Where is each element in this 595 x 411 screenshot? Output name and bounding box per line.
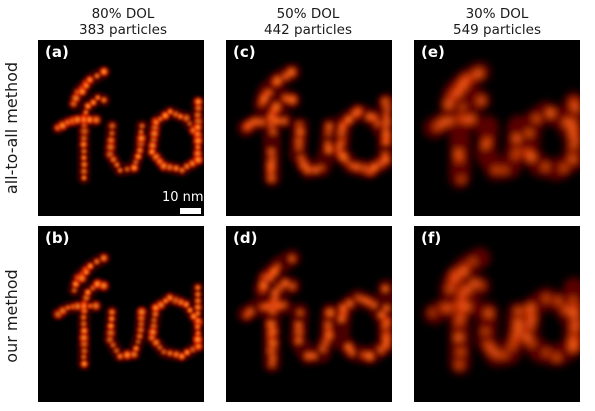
panel-label: (a) <box>45 43 69 61</box>
column-header-dol: 30% DOL <box>465 6 529 22</box>
image-panel-e: (e) <box>414 40 580 216</box>
scale-bar-label: 10 nm <box>162 190 204 205</box>
hot-image-f <box>423 247 580 375</box>
image-panel-b: (b) <box>38 226 204 402</box>
hot-image-c <box>236 62 392 188</box>
panel-label: (e) <box>421 43 445 61</box>
column-header-50-dol: 50% DOL 442 particles <box>223 6 393 38</box>
hot-image-a <box>51 65 204 185</box>
row-label-our-method: our method <box>2 269 21 363</box>
panel-label: (f) <box>421 229 442 247</box>
image-panel-d: (d) <box>226 226 392 402</box>
image-panel-a: (a) 10 nm <box>38 40 204 216</box>
column-header-30-dol: 30% DOL 549 particles <box>412 6 582 38</box>
image-panel-c: (c) <box>226 40 392 216</box>
panel-label: (b) <box>45 229 70 247</box>
column-header-particles: 549 particles <box>452 22 541 38</box>
column-header-particles: 442 particles <box>263 22 352 38</box>
panel-label: (c) <box>233 43 256 61</box>
hot-image-e <box>423 61 580 189</box>
hot-image-d <box>236 248 392 374</box>
scale-bar <box>180 208 201 214</box>
column-header-dol: 80% DOL <box>91 6 155 22</box>
panel-label: (d) <box>233 229 258 247</box>
hot-image-b <box>51 251 204 371</box>
image-panel-f: (f) <box>414 226 580 402</box>
row-label-all-to-all: all-to-all method <box>2 61 21 195</box>
column-header-dol: 50% DOL <box>276 6 340 22</box>
column-header-particles: 383 particles <box>78 22 167 38</box>
column-header-80-dol: 80% DOL 383 particles <box>38 6 208 38</box>
